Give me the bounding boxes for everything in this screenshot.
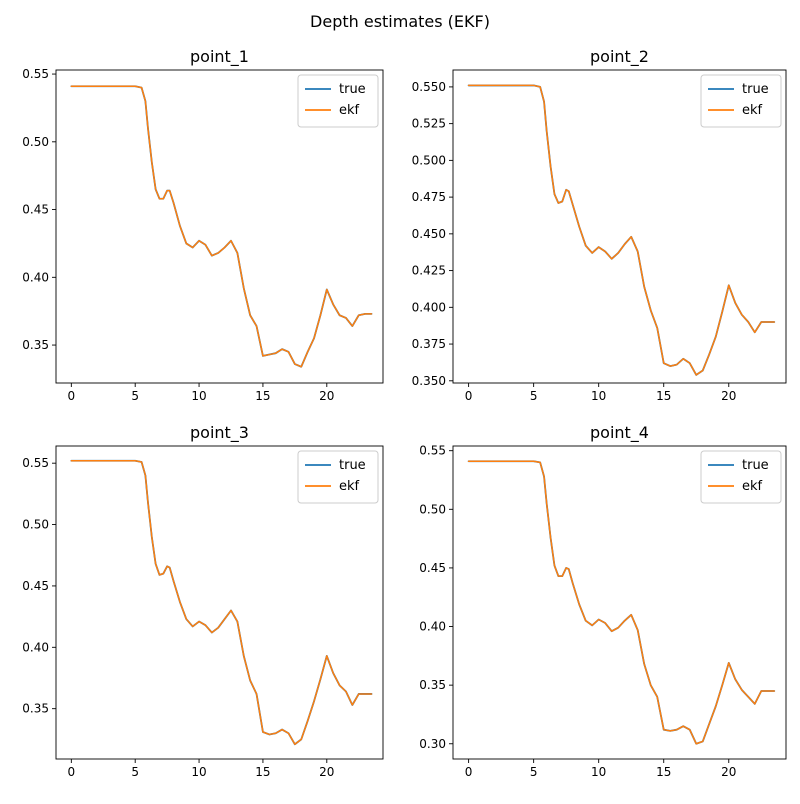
y-tick-label: 0.50 xyxy=(22,135,49,149)
y-tick-label: 0.500 xyxy=(412,153,446,167)
y-tick-label: 0.525 xyxy=(412,117,446,131)
legend: true ekf xyxy=(700,450,782,504)
y-tick-label: 0.45 xyxy=(22,203,49,217)
legend-label-ekf: ekf xyxy=(339,479,360,494)
legend-label-ekf: ekf xyxy=(339,103,360,118)
y-tick-label: 0.35 xyxy=(22,338,49,352)
x-tick-label: 20 xyxy=(721,765,736,779)
legend-box xyxy=(700,74,782,128)
y-tick-label: 0.50 xyxy=(419,502,446,516)
legend-box xyxy=(297,450,379,504)
y-tick-label: 0.400 xyxy=(412,300,446,314)
y-tick-label: 0.55 xyxy=(419,444,446,458)
legend-label-true: true xyxy=(339,458,366,473)
x-tick-label: 0 xyxy=(465,765,473,779)
legend: true ekf xyxy=(297,74,379,128)
x-tick-label: 20 xyxy=(319,389,334,403)
series-line-ekf xyxy=(467,460,776,745)
y-tick-label: 0.35 xyxy=(22,702,49,716)
y-tick-label: 0.30 xyxy=(419,737,446,751)
x-tick-label: 5 xyxy=(530,765,538,779)
series-line-true xyxy=(70,85,373,368)
subplot-title: point_1 xyxy=(190,47,249,67)
legend-label-ekf: ekf xyxy=(742,479,763,494)
x-tick-label: 10 xyxy=(191,389,206,403)
y-tick-label: 0.375 xyxy=(412,337,446,351)
legend-box xyxy=(297,74,379,128)
y-tick-label: 0.45 xyxy=(22,579,49,593)
y-tick-label: 0.50 xyxy=(22,518,49,532)
series-line-ekf xyxy=(70,459,373,746)
y-tick-label: 0.350 xyxy=(412,374,446,388)
axes-frame xyxy=(55,69,384,384)
y-tick-label: 0.45 xyxy=(419,561,446,575)
legend: true ekf xyxy=(700,74,782,128)
x-tick-label: 5 xyxy=(131,389,139,403)
subplot-title: point_2 xyxy=(590,47,649,67)
x-tick-label: 15 xyxy=(656,389,671,403)
x-tick-label: 0 xyxy=(68,389,76,403)
series-line-ekf xyxy=(467,84,776,376)
series-line-true xyxy=(467,460,776,745)
legend-label-ekf: ekf xyxy=(742,103,763,118)
x-tick-label: 0 xyxy=(68,765,76,779)
subplot-2: point_2 0 5 10 15 20 0.350 0.375 0.400 0.425 0.450… xyxy=(412,47,787,403)
y-tick-label: 0.40 xyxy=(22,640,49,654)
y-tick-label: 0.475 xyxy=(412,190,446,204)
y-tick-label: 0.40 xyxy=(419,620,446,634)
series-line-ekf xyxy=(70,85,373,368)
legend-box xyxy=(700,450,782,504)
x-tick-label: 10 xyxy=(591,389,606,403)
subplot-4: point_4 0 5 10 15 20 0.30 0.35 0.40 0.45 0.50 0.55 t… xyxy=(419,423,787,779)
x-tick-label: 10 xyxy=(191,765,206,779)
series-line-true xyxy=(467,84,776,376)
subplot-1: point_1 0 5 10 15 20 0.35 0.40 0.45 0.50 0.55 true e… xyxy=(22,47,384,403)
x-tick-label: 20 xyxy=(721,389,736,403)
y-tick-label: 0.450 xyxy=(412,227,446,241)
subplot-3: point_3 0 5 10 15 20 0.35 0.40 0.45 0.50 0.55 true e… xyxy=(22,423,384,779)
axes-frame xyxy=(55,445,384,760)
y-tick-label: 0.550 xyxy=(412,80,446,94)
legend: true ekf xyxy=(297,450,379,504)
x-tick-label: 15 xyxy=(656,765,671,779)
axes-frame xyxy=(452,445,787,760)
figure-title: Depth estimates (EKF) xyxy=(310,12,490,31)
legend-label-true: true xyxy=(742,458,769,473)
x-tick-label: 10 xyxy=(591,765,606,779)
y-tick-label: 0.425 xyxy=(412,264,446,278)
subplot-title: point_4 xyxy=(590,423,649,443)
y-tick-label: 0.35 xyxy=(419,678,446,692)
x-tick-label: 15 xyxy=(255,389,270,403)
x-tick-label: 5 xyxy=(530,389,538,403)
axes-frame xyxy=(452,69,787,384)
x-tick-label: 20 xyxy=(319,765,334,779)
y-tick-label: 0.40 xyxy=(22,270,49,284)
legend-label-true: true xyxy=(742,82,769,97)
x-tick-label: 15 xyxy=(255,765,270,779)
y-tick-label: 0.55 xyxy=(22,456,49,470)
legend-label-true: true xyxy=(339,82,366,97)
x-tick-label: 5 xyxy=(131,765,139,779)
x-tick-label: 0 xyxy=(465,389,473,403)
subplot-title: point_3 xyxy=(190,423,249,443)
y-tick-label: 0.55 xyxy=(22,67,49,81)
